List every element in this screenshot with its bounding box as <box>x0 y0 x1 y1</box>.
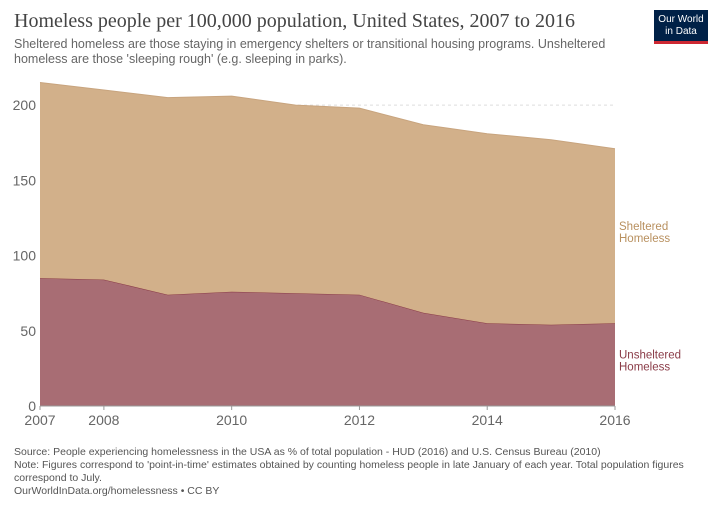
chart-footer: Source: People experiencing homelessness… <box>14 446 704 498</box>
area-sheltered-homeless[interactable] <box>40 82 615 325</box>
source-text: Source: People experiencing homelessness… <box>14 446 601 458</box>
x-tick-label: 2010 <box>216 412 247 428</box>
note-text: Note: Figures correspond to 'point-in-ti… <box>14 459 684 484</box>
areas <box>39 82 616 406</box>
series-label: Homeless <box>619 233 670 245</box>
x-tick-label: 2007 <box>24 412 55 428</box>
chart-title: Homeless people per 100,000 population, … <box>14 10 576 32</box>
chart-subtitle: Sheltered homeless are those staying in … <box>14 37 606 66</box>
x-tick-label: 2016 <box>599 412 630 428</box>
series-label: Homeless <box>619 362 670 374</box>
x-tick-label: 2014 <box>472 412 503 428</box>
stacked-area-chart: 0 50 100 150 200 2007 2008 2010 2012 2014 2016 Uns… <box>13 82 681 428</box>
logo-line-1: Our World <box>658 14 704 25</box>
y-tick-label: 200 <box>13 97 37 113</box>
logo-line-2: in Data <box>665 26 697 37</box>
y-tick-label: 50 <box>20 323 36 339</box>
url-license-text[interactable]: OurWorldInData.org/homelessness • CC BY <box>14 485 220 497</box>
x-tick-label: 2008 <box>88 412 119 428</box>
y-tick-label: 100 <box>13 248 37 264</box>
x-tick-label: 2012 <box>344 412 375 428</box>
y-tick-label: 0 <box>28 398 36 414</box>
series-label: Unsheltered <box>619 350 681 362</box>
axes: 0 50 100 150 200 2007 2008 2010 2012 2014 2016 <box>13 97 631 428</box>
area-unsheltered-homeless[interactable] <box>40 278 615 406</box>
owid-logo[interactable]: Our World in Data <box>654 10 708 44</box>
series-label: Sheltered <box>619 221 668 233</box>
line-sheltered-homeless <box>39 82 616 150</box>
y-tick-label: 150 <box>13 172 37 188</box>
